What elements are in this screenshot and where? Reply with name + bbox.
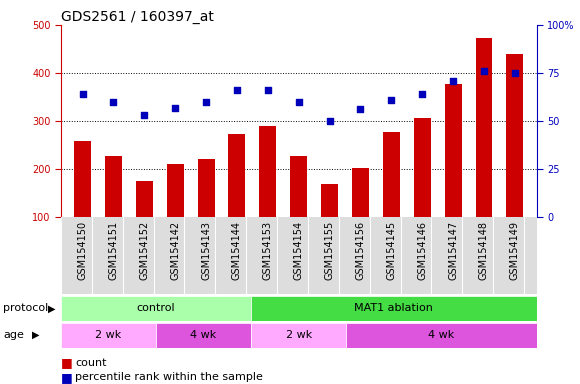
Point <box>356 106 365 113</box>
Bar <box>156 323 251 348</box>
Point <box>479 68 488 74</box>
Text: GSM154142: GSM154142 <box>170 221 180 280</box>
Point <box>294 99 303 105</box>
Text: percentile rank within the sample: percentile rank within the sample <box>75 372 263 382</box>
Text: 4 wk: 4 wk <box>428 330 455 340</box>
Text: GSM154145: GSM154145 <box>386 221 396 280</box>
Bar <box>105 156 122 265</box>
Text: GSM154150: GSM154150 <box>78 221 88 280</box>
Text: GSM154149: GSM154149 <box>510 221 520 280</box>
Point <box>263 87 273 93</box>
Text: ■: ■ <box>61 371 72 384</box>
Text: MAT1 ablation: MAT1 ablation <box>354 303 433 313</box>
Bar <box>383 132 400 265</box>
Text: GSM154146: GSM154146 <box>417 221 427 280</box>
Text: GDS2561 / 160397_at: GDS2561 / 160397_at <box>61 10 214 24</box>
Bar <box>506 54 523 265</box>
Text: GSM154156: GSM154156 <box>356 221 365 280</box>
Point <box>448 78 458 84</box>
Point <box>78 91 87 97</box>
Bar <box>61 323 156 348</box>
Text: GSM154155: GSM154155 <box>325 221 335 280</box>
Bar <box>198 159 215 265</box>
Point <box>418 91 427 97</box>
Text: count: count <box>75 358 107 368</box>
Point <box>140 112 149 118</box>
Text: GSM154144: GSM154144 <box>232 221 242 280</box>
Bar <box>321 184 338 265</box>
Text: GSM154147: GSM154147 <box>448 221 458 280</box>
Text: 2 wk: 2 wk <box>95 330 122 340</box>
Text: GSM154151: GSM154151 <box>108 221 118 280</box>
Text: GSM154143: GSM154143 <box>201 221 211 280</box>
Text: GSM154153: GSM154153 <box>263 221 273 280</box>
Text: ■: ■ <box>61 356 72 369</box>
Bar <box>352 167 369 265</box>
Bar <box>61 296 251 321</box>
Bar <box>476 38 492 265</box>
Text: GSM154154: GSM154154 <box>293 221 304 280</box>
Text: protocol: protocol <box>3 303 48 313</box>
Point <box>387 97 396 103</box>
Text: GSM154148: GSM154148 <box>479 221 489 280</box>
Text: 4 wk: 4 wk <box>190 330 217 340</box>
Text: ▶: ▶ <box>32 330 39 340</box>
Point <box>325 118 334 124</box>
Text: GSM154152: GSM154152 <box>139 221 149 280</box>
Bar <box>166 164 184 265</box>
Point <box>171 104 180 111</box>
Bar <box>445 84 462 265</box>
Text: 2 wk: 2 wk <box>285 330 312 340</box>
Bar <box>290 156 307 265</box>
Bar <box>136 182 153 265</box>
Bar <box>251 323 346 348</box>
Bar <box>251 296 536 321</box>
Point <box>109 99 118 105</box>
Bar <box>74 141 91 265</box>
Text: control: control <box>137 303 175 313</box>
Text: ▶: ▶ <box>48 303 55 313</box>
Point <box>510 70 520 76</box>
Bar <box>414 118 431 265</box>
Point <box>233 87 242 93</box>
Point <box>201 99 211 105</box>
Text: age: age <box>3 330 24 340</box>
Bar <box>229 134 245 265</box>
Bar <box>259 126 276 265</box>
Bar <box>346 323 536 348</box>
